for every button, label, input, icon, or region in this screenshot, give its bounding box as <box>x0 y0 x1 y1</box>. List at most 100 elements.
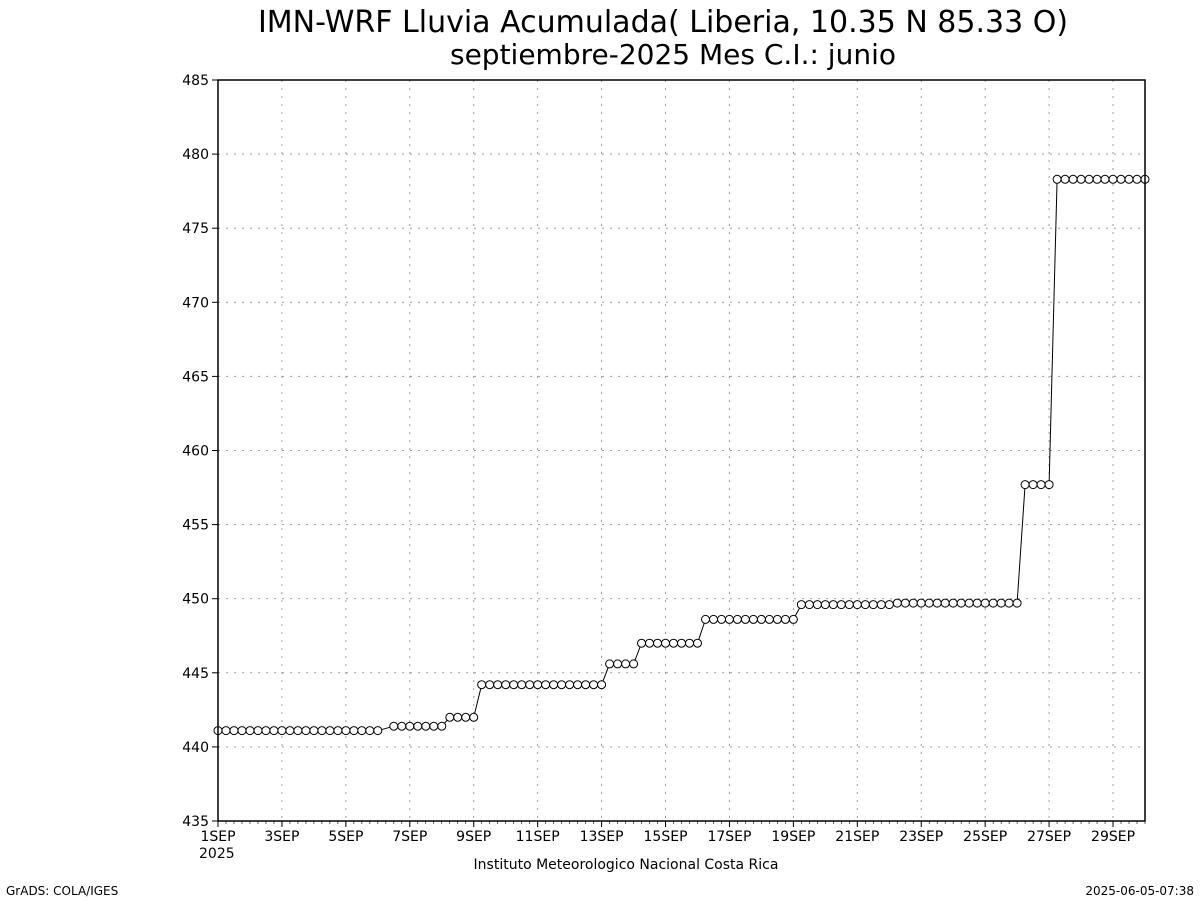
data-point <box>780 614 790 624</box>
data-point <box>477 680 487 690</box>
institution-label: Instituto Meteorologico Nacional Costa R… <box>474 857 779 873</box>
x-tick-label: 15SEP <box>644 829 688 845</box>
data-point <box>701 614 710 624</box>
data-point <box>541 680 551 690</box>
x-tick-label: 1SEP <box>200 829 235 845</box>
data-point <box>1012 598 1022 608</box>
series <box>213 174 1150 736</box>
data-point <box>493 680 503 690</box>
data-point <box>724 614 734 624</box>
data-point <box>637 638 646 648</box>
y-tick-label: 450 <box>182 592 209 608</box>
x-tick-label: 13SEP <box>580 829 624 845</box>
data-point <box>613 659 623 669</box>
data-point <box>916 598 926 608</box>
data-point <box>1068 174 1078 184</box>
data-point <box>269 726 279 736</box>
data-point <box>485 680 495 690</box>
data-point <box>1076 174 1086 184</box>
data-point <box>237 726 247 736</box>
data-point <box>980 598 990 608</box>
data-point <box>461 712 471 722</box>
chart-subtitle: septiembre-2025 Mes C.I.: junio <box>450 38 896 71</box>
x-tick-label: 25SEP <box>963 829 1007 845</box>
data-point <box>1100 174 1110 184</box>
data-point <box>349 726 359 736</box>
plot-frame <box>217 79 1146 822</box>
x-tick-label: 11SEP <box>516 829 560 845</box>
data-point <box>525 680 535 690</box>
data-point <box>1060 174 1070 184</box>
x-tick-label: 21SEP <box>835 829 879 845</box>
x-tick-label: 27SEP <box>1027 829 1071 845</box>
x-tick-label: 19SEP <box>771 829 815 845</box>
data-point <box>573 680 583 690</box>
data-point <box>429 721 439 731</box>
y-tick-label: 485 <box>182 73 209 89</box>
data-point <box>1124 174 1134 184</box>
data-point <box>948 598 958 608</box>
data-point <box>397 721 407 731</box>
y-tick-label: 480 <box>182 147 209 163</box>
data-point <box>836 600 846 610</box>
data-point <box>820 600 830 610</box>
data-point <box>509 680 519 690</box>
data-point <box>860 600 870 610</box>
data-point <box>389 721 399 731</box>
x-tick-label: 29SEP <box>1091 829 1135 845</box>
data-point <box>533 680 543 690</box>
data-point <box>740 614 750 624</box>
series-line <box>218 178 1145 732</box>
data-point <box>581 680 591 690</box>
y-tick-label: 445 <box>182 666 209 682</box>
data-point <box>405 721 415 731</box>
grid <box>218 80 1145 821</box>
data-point <box>621 659 631 669</box>
data-point <box>900 598 910 608</box>
data-point <box>693 638 702 648</box>
data-point <box>557 680 567 690</box>
data-point <box>445 712 455 722</box>
data-point <box>261 726 271 736</box>
data-point <box>517 680 527 690</box>
data-point <box>669 638 678 648</box>
data-point <box>796 600 806 610</box>
data-point <box>988 598 998 608</box>
data-point <box>373 726 383 736</box>
data-point <box>868 600 878 610</box>
data-point <box>357 726 367 736</box>
data-point <box>956 598 966 608</box>
data-point <box>277 726 287 736</box>
data-point <box>709 614 718 624</box>
data-point <box>972 598 982 608</box>
data-point <box>333 726 343 736</box>
data-point <box>437 721 447 731</box>
data-point <box>365 726 375 736</box>
data-point <box>309 726 319 736</box>
x-axis-year-label: 2025 <box>199 846 235 862</box>
data-point <box>677 638 686 648</box>
x-tick-label: 5SEP <box>328 829 363 845</box>
data-point <box>221 726 231 736</box>
data-point <box>1044 480 1054 490</box>
y-tick-label: 470 <box>182 295 209 311</box>
data-point <box>453 712 463 722</box>
data-point <box>1004 598 1014 608</box>
data-point <box>1108 174 1118 184</box>
data-point <box>1028 480 1038 490</box>
y-tick-label: 435 <box>182 814 209 830</box>
data-point <box>852 600 862 610</box>
data-point <box>597 680 607 690</box>
data-point <box>653 638 662 648</box>
data-point <box>1036 480 1046 490</box>
data-point <box>549 680 559 690</box>
data-point <box>317 726 327 736</box>
data-point <box>629 659 639 669</box>
x-tick-label: 9SEP <box>456 829 491 845</box>
timestamp-label: 2025-06-05-07:38 <box>1085 884 1194 898</box>
data-point <box>301 726 311 736</box>
data-point <box>293 726 303 736</box>
data-point <box>996 598 1006 608</box>
data-point <box>1052 174 1062 184</box>
